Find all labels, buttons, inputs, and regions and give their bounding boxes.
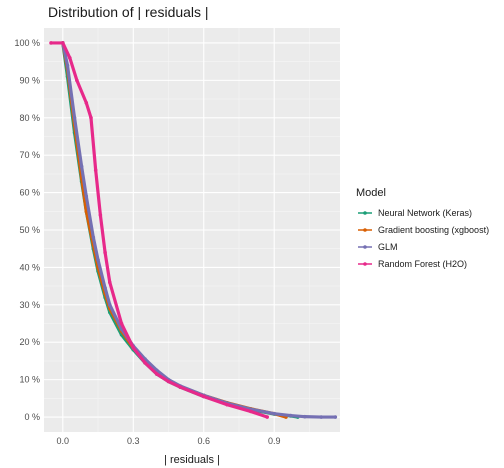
legend-key-point — [363, 211, 367, 215]
data-point — [166, 379, 171, 384]
legend-key-point — [363, 245, 367, 249]
major-grid — [44, 28, 340, 432]
data-point — [79, 164, 84, 169]
data-point — [302, 414, 307, 419]
series-3 — [49, 41, 269, 419]
data-point — [65, 63, 70, 68]
y-tick-label: 60 % — [19, 188, 40, 198]
y-tick-label: 20 % — [19, 337, 40, 347]
data-point — [248, 409, 253, 414]
legend: Model Neural Network (Keras) Gradient boo… — [356, 187, 489, 269]
legend-label: Neural Network (Keras) — [378, 208, 472, 218]
data-point — [91, 235, 96, 240]
x-tick-label: 0.0 — [57, 436, 70, 446]
legend-item: Neural Network (Keras) — [358, 208, 472, 218]
data-point — [178, 385, 183, 389]
data-point — [154, 372, 159, 376]
y-tick-label: 10 % — [19, 375, 40, 385]
legend-item: Gradient boosting (xgboost) — [358, 225, 489, 235]
data-point — [98, 213, 103, 217]
data-point — [60, 41, 65, 45]
data-point — [333, 415, 338, 419]
x-axis: 0.0 0.3 0.6 0.9 — [57, 436, 281, 446]
legend-item: Random Forest (H2O) — [358, 259, 467, 269]
data-point — [72, 115, 77, 120]
legend-label: GLM — [378, 242, 398, 252]
data-point — [107, 303, 112, 307]
x-tick-label: 0.6 — [197, 436, 210, 446]
series-line — [49, 41, 269, 419]
legend-title: Model — [356, 187, 386, 199]
data-point — [119, 321, 124, 326]
legend-item: GLM — [358, 242, 398, 252]
data-point — [75, 78, 79, 83]
data-point — [89, 115, 93, 120]
y-tick-label: 30 % — [19, 300, 40, 310]
y-tick-label: 40 % — [19, 262, 40, 272]
y-axis: 0 % 10 % 20 % 30 % 40 % 50 % 60 % 70 % 80 % 90 % 1… — [14, 38, 40, 422]
data-point — [225, 402, 230, 407]
data-point — [143, 360, 147, 365]
y-tick-label: 100 % — [14, 38, 40, 48]
data-point — [93, 168, 98, 172]
chart-title: Distribution of | residuals | — [48, 4, 209, 20]
data-point — [272, 411, 277, 416]
data-point — [107, 280, 112, 285]
data-point — [68, 56, 72, 60]
legend-label: Gradient boosting (xgboost) — [378, 225, 489, 235]
data-point — [319, 415, 324, 419]
y-tick-label: 90 % — [19, 75, 40, 85]
data-point — [131, 346, 136, 350]
data-point — [288, 413, 293, 418]
data-point — [49, 41, 53, 45]
data-point — [84, 194, 89, 199]
legend-items: Neural Network (Keras) Gradient boosting … — [358, 208, 489, 269]
x-tick-label: 0.9 — [268, 436, 281, 446]
data-point — [265, 415, 269, 419]
data-point — [96, 258, 100, 262]
data-point — [103, 286, 107, 290]
data-point — [201, 394, 206, 399]
y-tick-label: 70 % — [19, 150, 40, 160]
data-point — [103, 250, 107, 255]
legend-key-point — [363, 228, 367, 232]
y-tick-label: 0 % — [24, 412, 40, 422]
data-point — [84, 101, 89, 105]
legend-label: Random Forest (H2O) — [378, 259, 467, 269]
y-tick-label: 50 % — [19, 225, 40, 235]
y-tick-label: 80 % — [19, 113, 40, 123]
legend-key-point — [363, 262, 367, 266]
x-axis-title: | residuals | — [164, 454, 220, 466]
series-layer — [49, 41, 338, 419]
x-tick-label: 0.3 — [127, 436, 140, 446]
